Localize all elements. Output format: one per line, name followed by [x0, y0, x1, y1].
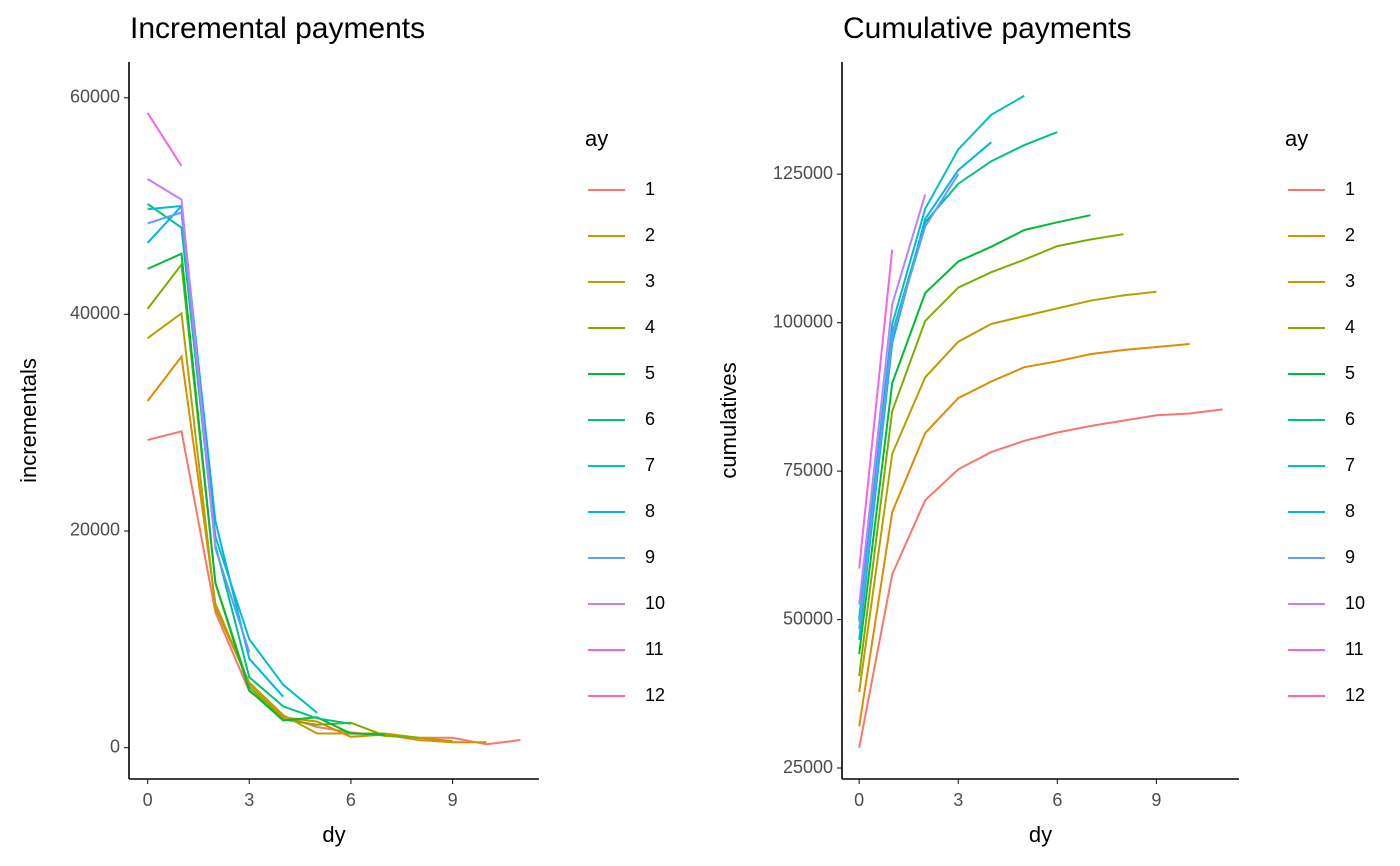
series-line: [858, 94, 1025, 622]
series-line: [858, 173, 960, 630]
legend-label: 6: [645, 409, 655, 429]
legend-label: 9: [1345, 547, 1355, 567]
series-line: [858, 214, 1091, 655]
x-tick-label: 6: [1052, 790, 1062, 810]
y-tick-label: 20000: [70, 520, 120, 540]
x-tick-label: 6: [346, 790, 356, 810]
legend-label: 5: [645, 363, 655, 383]
legend-label: 4: [1345, 317, 1355, 337]
legend-label: 8: [1345, 501, 1355, 521]
legend-label: 8: [645, 501, 655, 521]
legend-label: 10: [645, 593, 665, 613]
series-line: [146, 261, 419, 739]
x-tick-label: 0: [854, 790, 864, 810]
y-tick-label: 60000: [70, 86, 120, 106]
x-tick-label: 0: [143, 790, 153, 810]
legend-label: 4: [645, 317, 655, 337]
legend-label: 11: [645, 639, 664, 659]
legend-label: 10: [1345, 593, 1365, 613]
x-tick-label: 3: [244, 790, 254, 810]
legend-label: 2: [1345, 225, 1355, 245]
series-line: [147, 252, 385, 736]
series-line: [858, 233, 1124, 677]
legend-label: 3: [645, 271, 655, 291]
series-line: [858, 343, 1190, 727]
y-axis-label: incrementals: [16, 358, 41, 483]
legend-label: 11: [1345, 639, 1364, 659]
x-axis-label: dy: [1029, 822, 1052, 847]
legend-label: 2: [645, 225, 655, 245]
chart-title: Incremental payments: [130, 12, 425, 45]
legend-label: 7: [1345, 455, 1355, 475]
legend-title: ay: [585, 126, 608, 151]
legend-label: 5: [1345, 363, 1355, 383]
series-line: [858, 290, 1157, 693]
legend-label: 3: [1345, 271, 1355, 291]
legend-label: 7: [645, 455, 655, 475]
y-tick-label: 40000: [70, 303, 120, 323]
series-line: [146, 203, 284, 698]
legend-label: 1: [645, 179, 655, 199]
y-tick-label: 75000: [783, 460, 833, 480]
series-line: [858, 249, 894, 569]
chart-title: Cumulative payments: [843, 12, 1131, 45]
y-tick-label: 125000: [773, 163, 833, 183]
x-axis-label: dy: [322, 822, 345, 847]
x-tick-label: 9: [448, 790, 458, 810]
legend-label: 1: [1345, 179, 1355, 199]
series-line: [147, 311, 453, 743]
series-line: [146, 354, 487, 744]
series-line: [146, 112, 183, 167]
y-tick-label: 50000: [783, 608, 833, 628]
y-tick-label: 100000: [773, 311, 833, 331]
x-tick-label: 3: [953, 790, 963, 810]
series-line: [147, 178, 217, 548]
legend-title: ay: [1285, 126, 1308, 151]
y-tick-label: 25000: [783, 757, 833, 777]
legend-label: 12: [1345, 685, 1365, 705]
y-axis-label: cumulatives: [716, 362, 741, 478]
series-line: [858, 194, 927, 605]
legend-label: 9: [645, 547, 655, 567]
y-tick-label: 0: [110, 736, 120, 756]
x-tick-label: 9: [1151, 790, 1161, 810]
legend-label: 12: [645, 685, 665, 705]
legend-label: 6: [1345, 409, 1355, 429]
series-line: [147, 203, 352, 725]
series-line: [858, 408, 1223, 748]
